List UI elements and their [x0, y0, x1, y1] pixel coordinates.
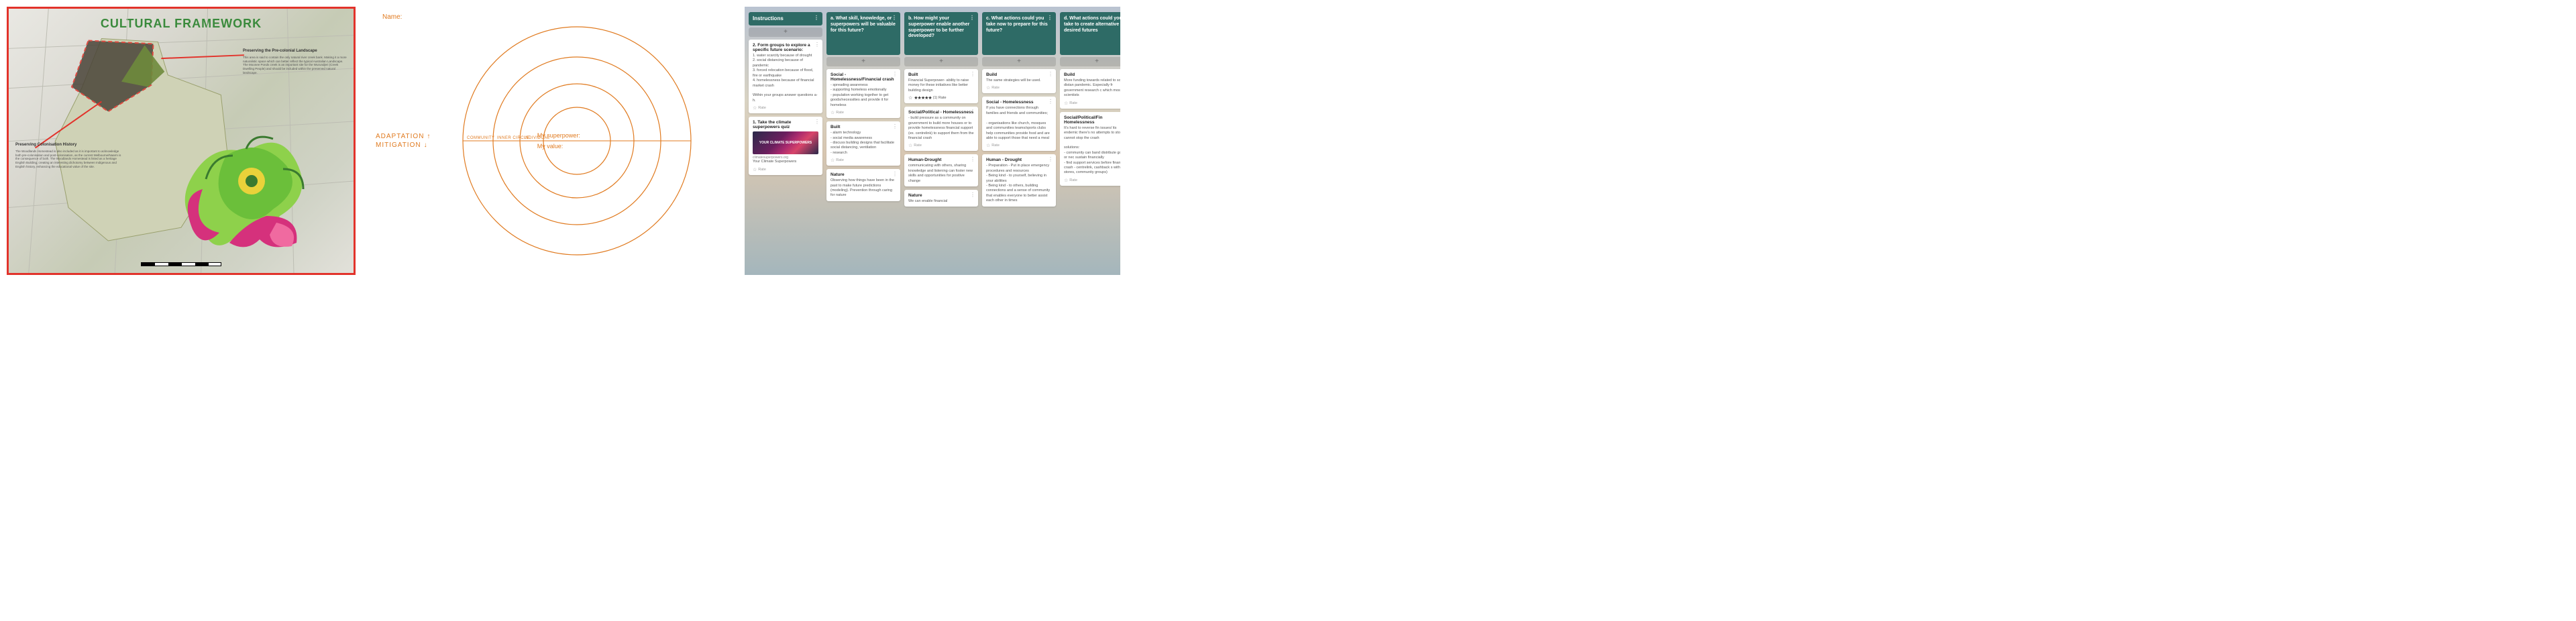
- add-card-button[interactable]: +: [904, 57, 978, 66]
- card[interactable]: NatureWe can enable financial: [904, 190, 978, 207]
- card[interactable]: BuildThe same strategies will be used. Ra…: [982, 69, 1056, 93]
- card-thumbnail[interactable]: YOUR CLIMATE SUPERPOWERS: [753, 131, 818, 154]
- callout-colonisation: Preserving Colonisation History The Wood…: [15, 143, 123, 169]
- card[interactable]: Built - alarm technology - social media a…: [826, 121, 900, 166]
- rate-button[interactable]: Rate: [753, 167, 818, 172]
- center-labels: My superpower: My value:: [537, 128, 580, 154]
- column-header[interactable]: Instructions: [749, 12, 822, 25]
- rate-button[interactable]: Rate: [830, 158, 896, 163]
- card-title: Nature: [908, 193, 974, 198]
- rate-button[interactable]: Rate: [986, 85, 1052, 91]
- card-body: It's hard to reverse fin issues/ its end…: [1064, 126, 1120, 176]
- abstract-art: [166, 115, 313, 249]
- card-title: Human-Drought: [908, 158, 974, 162]
- card[interactable]: BuildMore funding towards related to soc…: [1060, 69, 1120, 109]
- card-title: Build: [986, 72, 1052, 77]
- column-col-a: a. What skill, knowledge, or superpowers…: [826, 12, 900, 270]
- axis-labels: ADAPTATION ↑ MITIGATION ↓: [376, 131, 431, 150]
- rate-button[interactable]: Rate: [1064, 101, 1120, 106]
- card-title: Human - Drought: [986, 158, 1052, 162]
- card[interactable]: Human - Drought - Preparation - Put in pl…: [982, 154, 1056, 206]
- card[interactable]: Social/Political/Fin HomelessnessIt's ha…: [1060, 112, 1120, 186]
- board-columns: Instructions +2. Form groups to explore a…: [745, 7, 1120, 275]
- card[interactable]: BuiltFinancial Superpower- ability to ra…: [904, 69, 978, 103]
- card-body: Observing how things have been in the pa…: [830, 178, 896, 199]
- card-title: Social/Political - Homelessness: [908, 110, 974, 115]
- cultural-framework-panel: CULTURAL FRAMEWORK: [7, 7, 356, 275]
- rate-button[interactable]: Rate: [1064, 178, 1120, 183]
- add-card-button[interactable]: +: [826, 57, 900, 66]
- rate-button[interactable]: Rate: [753, 105, 818, 111]
- callout-precolonial: Preserving the Pre-colonial Landscape Th…: [243, 49, 347, 75]
- card[interactable]: Social - Homelessness/Financial crash- s…: [826, 69, 900, 118]
- card[interactable]: 2. Form groups to explore a specific fut…: [749, 40, 822, 113]
- card-subline: Your Climate Superpowers: [753, 160, 818, 164]
- rate-button[interactable]: Rate: [908, 143, 974, 148]
- card-title: Social/Political/Fin Homelessness: [1064, 115, 1120, 125]
- rate-button[interactable]: Rate: [986, 143, 1052, 148]
- column-col-b: b. How might your superpower enable anot…: [904, 12, 978, 270]
- my-value-label: My value:: [537, 143, 580, 150]
- callout-precolonial-text: This area is said to contain the only na…: [243, 56, 347, 74]
- scale-bar: [141, 262, 221, 266]
- card-title: Social - Homelessness/Financial crash: [830, 72, 896, 82]
- add-card-button[interactable]: +: [749, 27, 822, 37]
- mitigation-label: MITIGATION ↓: [376, 142, 431, 149]
- card-body: communicating with others, sharing knowl…: [908, 164, 974, 184]
- card-title: Build: [1064, 72, 1120, 77]
- card-rating[interactable]: ★★★★★ (1) Rate: [908, 95, 974, 101]
- cultural-framework-title: CULTURAL FRAMEWORK: [101, 17, 262, 31]
- add-card-button[interactable]: +: [1060, 57, 1120, 66]
- my-superpower-label: My superpower:: [537, 132, 580, 139]
- callout-precolonial-heading: Preserving the Pre-colonial Landscape: [243, 49, 347, 54]
- card[interactable]: Human-Drought communicating with others, …: [904, 154, 978, 186]
- adaptation-text: ADAPTATION: [376, 133, 424, 140]
- adaptation-label: ADAPTATION ↑: [376, 133, 431, 140]
- card-body: Financial Superpower- ability to raise m…: [908, 78, 974, 93]
- callout-colonisation-heading: Preserving Colonisation History: [15, 143, 123, 148]
- card[interactable]: Social/Political - Homelessness- build p…: [904, 107, 978, 151]
- card-body: - Preparation - Put in place emergency p…: [986, 164, 1052, 203]
- padlet-board[interactable]: Instructions +2. Form groups to explore a…: [745, 7, 1120, 275]
- column-col-c: c. What actions could you take now to pr…: [982, 12, 1056, 270]
- arrow-down-icon: ↓: [424, 142, 428, 149]
- card-body: - alarm technology - social media awaren…: [830, 131, 896, 156]
- column-header[interactable]: b. How might your superpower enable anot…: [904, 12, 978, 55]
- card[interactable]: 1. Take the climate superpowers quiz YOUR…: [749, 117, 822, 174]
- rate-button[interactable]: Rate: [830, 110, 896, 115]
- card-body: 1. water scarcity because of drought 2. …: [753, 54, 818, 103]
- card-body: - build pressure as a community on gover…: [908, 116, 974, 141]
- card-title: 2. Form groups to explore a specific fut…: [753, 43, 818, 52]
- card-title: Nature: [830, 172, 896, 177]
- card-title: 1. Take the climate superpowers quiz: [753, 120, 818, 129]
- column-col-d: d. What actions could you take to create…: [1060, 12, 1120, 270]
- card-body: We can enable financial: [908, 199, 974, 204]
- card-title: Built: [830, 125, 896, 129]
- column-instructions: Instructions +2. Form groups to explore a…: [749, 12, 822, 270]
- card[interactable]: Social - HomelessnessIf you have connect…: [982, 97, 1056, 151]
- column-header[interactable]: c. What actions could you take now to pr…: [982, 12, 1056, 55]
- callout-colonisation-text: The Woodlands Homestead is also included…: [15, 150, 121, 168]
- card-title: Built: [908, 72, 974, 77]
- card[interactable]: NatureObserving how things have been in …: [826, 169, 900, 201]
- card-body: The same strategies will be used.: [986, 78, 1052, 83]
- svg-text:COMMUNITY: COMMUNITY: [467, 136, 495, 140]
- arrow-up-icon: ↑: [427, 133, 431, 140]
- circles-worksheet: Name: COMMUNITYINNER CIRCLEINDIVIDUAL AD…: [376, 7, 724, 275]
- card-body: - spreading awareness - supporting homel…: [830, 83, 896, 108]
- card-body: If you have connections through families…: [986, 106, 1052, 141]
- card-title: Social - Homelessness: [986, 100, 1052, 105]
- mitigation-text: MITIGATION: [376, 142, 421, 149]
- card-body: More funding towards related to social d…: [1064, 78, 1120, 99]
- column-header[interactable]: d. What actions could you take to create…: [1060, 12, 1120, 55]
- add-card-button[interactable]: +: [982, 57, 1056, 66]
- column-header[interactable]: a. What skill, knowledge, or superpowers…: [826, 12, 900, 55]
